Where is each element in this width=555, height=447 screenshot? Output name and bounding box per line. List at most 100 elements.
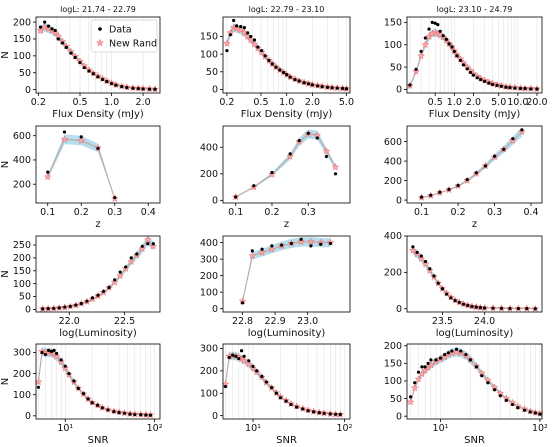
data-point [434,358,438,362]
x-tick-label: 0.4 [141,207,156,218]
y-tick-label: 400 [13,155,31,166]
x-tick-label: 1.0 [104,97,119,108]
data-point [344,87,349,91]
data-point [146,242,150,246]
data-point [285,73,289,77]
data-point [474,171,478,175]
data-point [490,82,495,87]
data-point [101,289,106,293]
data-point [446,351,450,355]
y-tick-label: 100 [384,40,402,51]
new-rand-point [138,244,147,253]
data-point [414,67,418,71]
data-point [328,412,332,416]
data-point [69,51,73,55]
new-rand-point [258,248,266,256]
x-axis-label: log(Luminosity) [436,328,514,339]
data-point [455,54,459,58]
data-point [520,128,524,132]
data-point [479,77,483,82]
data-point [79,301,83,306]
model-line [421,131,523,199]
y-tick-label: 0 [396,85,402,96]
data-point [267,58,271,63]
data-point [499,84,503,88]
data-point [73,55,77,60]
y-tick-label: 400 [384,156,402,167]
data-point [456,183,460,188]
data-point [131,86,135,90]
y-tick-label: 0 [396,304,402,315]
data-point [124,265,128,269]
data-point [465,178,469,182]
new-rand-point [421,40,430,48]
data-point [36,385,41,389]
data-point [50,27,54,31]
data-point [113,195,117,200]
x-tick-label: 22.8 [232,316,253,327]
data-point [468,70,473,75]
data-point [340,86,345,90]
panel-11: 10¹ 10² 0 100 200 300 SNR [200,343,353,446]
legend-box [90,19,158,53]
data-point [278,68,282,72]
x-tick-label: 2.0 [136,97,151,108]
data-point [457,300,461,304]
y-tick-label: 100 [13,51,31,62]
data-point [468,358,473,362]
data-point [474,365,479,369]
x-tick-label: 0.2 [451,207,466,218]
y-tick-label: 0 [25,85,31,96]
data-point [281,70,286,75]
y-tick-label: 200 [13,17,31,28]
data-point [86,397,90,401]
data-point [495,83,499,87]
data-point [529,87,533,91]
data-point [450,349,454,353]
axes-frame [406,235,543,313]
new-rand-point [51,28,60,37]
data-point [430,20,434,24]
data-point [128,412,132,416]
y-tick-label: 100 [384,376,402,387]
new-rand-point [417,51,425,60]
data-point [274,65,278,69]
data-point [270,386,274,390]
x-tick-label: 2.0 [466,97,481,108]
model-line [412,250,536,310]
data-point [59,358,63,362]
data-point [428,267,432,271]
data-point [315,136,319,140]
data-point [312,410,316,414]
new-rand-point [236,26,245,34]
axes-frame [222,125,351,204]
y-tick-label: 200 [200,271,218,282]
data-point [223,384,228,389]
data-point [438,190,442,194]
data-point [240,301,245,305]
new-rand-point [412,67,420,75]
y-tick-label: 150 [200,32,218,43]
y-tick-label: 300 [13,348,31,359]
new-rand-point [268,170,276,178]
data-point [309,244,313,248]
new-rand-point [307,237,315,246]
data-point [320,85,324,89]
data-point [498,394,502,398]
x-tick-label: 22.0 [59,316,80,327]
data-point [133,412,137,417]
axes-frame [406,16,543,94]
data-point [450,45,454,49]
data-point [316,84,320,88]
model-line [224,355,341,416]
data-point [87,69,91,73]
data-point [114,83,118,87]
data-point [433,21,437,25]
data-point [413,381,417,385]
data-point [255,369,259,373]
data-point [516,306,520,311]
data-point [250,249,254,253]
x-axis-label: z [472,219,477,230]
data-point [100,77,105,82]
data-point [338,412,342,417]
